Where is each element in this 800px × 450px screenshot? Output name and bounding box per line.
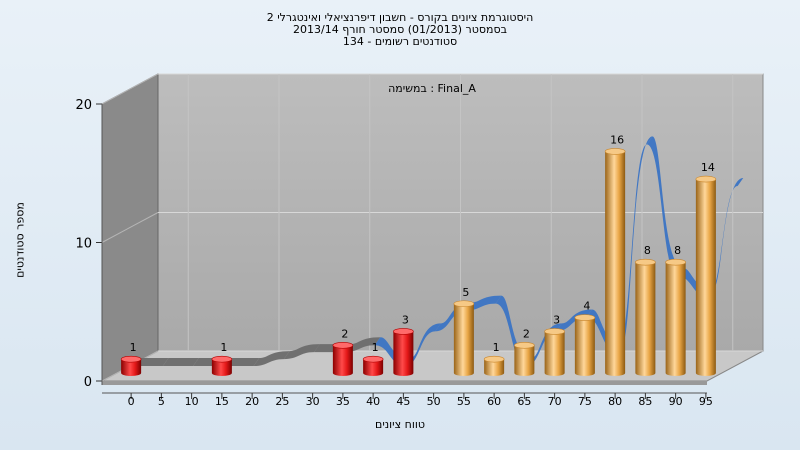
bar-top-40 bbox=[362, 355, 384, 363]
x-tick-label: 0 bbox=[128, 395, 135, 408]
bar-top-60 bbox=[483, 355, 505, 363]
y-tick-label: 20 bbox=[75, 98, 92, 113]
bar-label-15: 1 bbox=[220, 341, 227, 354]
bar-label-95: 14 bbox=[701, 161, 715, 174]
x-tick-label: 40 bbox=[366, 395, 380, 408]
bar-top-35 bbox=[332, 341, 354, 349]
bar-top-85 bbox=[635, 258, 656, 266]
bar-top-15 bbox=[211, 355, 233, 363]
bar-label-35: 2 bbox=[341, 327, 348, 340]
bar-top-0 bbox=[120, 355, 142, 363]
bar-65 bbox=[514, 345, 535, 376]
bar-top-80 bbox=[604, 148, 626, 155]
x-tick-label: 75 bbox=[578, 395, 592, 408]
bar-60 bbox=[484, 359, 505, 376]
ribbon-segment bbox=[253, 351, 290, 366]
x-tick-label: 80 bbox=[608, 395, 622, 408]
x-tick-label: 55 bbox=[457, 395, 471, 408]
gridline-side bbox=[101, 212, 159, 243]
ribbon-segment bbox=[223, 358, 260, 366]
x-tick-label: 90 bbox=[669, 395, 683, 408]
chart-title-line-2: בסמסטר (01/2013) סמסטר חורף 2013/14 bbox=[293, 23, 507, 36]
x-tick-label: 15 bbox=[215, 395, 229, 408]
bar-label-75: 4 bbox=[583, 300, 590, 313]
bar-top-90 bbox=[665, 258, 686, 266]
bar-top-95 bbox=[695, 175, 717, 183]
x-tick-label: 5 bbox=[158, 395, 165, 408]
bar-95 bbox=[695, 179, 716, 376]
gridline-side bbox=[101, 73, 159, 105]
bar-15 bbox=[211, 359, 232, 376]
ribbon-segment bbox=[162, 358, 199, 366]
x-tick-label: 45 bbox=[396, 395, 410, 408]
bar-label-85: 8 bbox=[644, 244, 651, 257]
bar-label-90: 8 bbox=[674, 244, 681, 257]
x-axis-label: טווח ציונים bbox=[375, 418, 425, 431]
bar-label-0: 1 bbox=[130, 341, 137, 354]
bar-top-55 bbox=[453, 300, 475, 308]
x-tick-label: 70 bbox=[548, 395, 562, 408]
bar-70 bbox=[544, 331, 565, 376]
x-tick-label: 60 bbox=[487, 395, 501, 408]
bar-75 bbox=[574, 317, 595, 376]
x-tick-label: 20 bbox=[245, 395, 259, 408]
bar-label-55: 5 bbox=[462, 286, 469, 299]
bar-40 bbox=[363, 359, 384, 376]
bar-label-65: 2 bbox=[523, 327, 530, 340]
chart-title-line-1: היסטוגרמת ציונים בקורס - חשבון דיפרנציאל… bbox=[266, 11, 534, 24]
floor-edge bbox=[102, 381, 707, 385]
y-axis-label: מספר סטודנטים bbox=[13, 202, 27, 278]
ribbon-segment bbox=[283, 344, 320, 360]
bar-label-70: 3 bbox=[553, 313, 560, 326]
x-tick-label: 50 bbox=[427, 395, 441, 408]
y-tick-label: 0 bbox=[84, 375, 92, 390]
bar-label-45: 3 bbox=[402, 313, 409, 326]
bar-top-45 bbox=[393, 328, 414, 335]
bar-90 bbox=[665, 262, 686, 376]
ribbon-segment bbox=[344, 337, 381, 353]
bar-80 bbox=[605, 151, 626, 376]
bar-label-60: 1 bbox=[493, 341, 500, 354]
bar-label-40: 1 bbox=[372, 341, 379, 354]
x-tick-label: 85 bbox=[638, 395, 652, 408]
ribbon-segment bbox=[495, 295, 532, 366]
chart-subtitle: במשימה : Final_A bbox=[388, 82, 476, 95]
bar-label-80: 16 bbox=[610, 133, 624, 146]
x-tick-label: 65 bbox=[517, 395, 531, 408]
bar-55 bbox=[453, 303, 474, 376]
ribbon-segment bbox=[132, 358, 169, 366]
x-tick-label: 35 bbox=[336, 395, 350, 408]
y-tick-label: 10 bbox=[75, 237, 92, 252]
x-tick-label: 10 bbox=[185, 395, 199, 408]
bar-85 bbox=[635, 262, 656, 376]
bar-0 bbox=[121, 359, 142, 376]
x-tick-label: 25 bbox=[275, 395, 289, 408]
x-tick-label: 95 bbox=[699, 395, 713, 408]
bar-top-65 bbox=[514, 341, 535, 349]
bar-top-75 bbox=[574, 314, 596, 321]
bar-top-70 bbox=[544, 328, 565, 335]
chart-title-line-3: סטודנטים רשומים - 134 bbox=[342, 35, 458, 48]
bar-35 bbox=[332, 345, 353, 376]
bar-45 bbox=[393, 331, 414, 376]
x-tick-label: 30 bbox=[306, 395, 320, 408]
ribbon-segment bbox=[465, 295, 502, 311]
